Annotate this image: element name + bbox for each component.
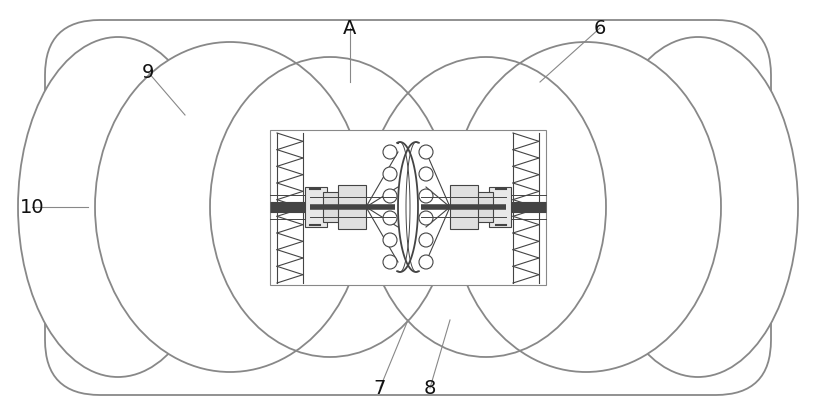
Text: 8: 8 [424,378,437,398]
Bar [305,187,327,227]
Ellipse shape [18,37,218,377]
Ellipse shape [598,37,798,377]
Circle shape [383,189,397,203]
Bar [270,130,546,285]
Circle shape [383,211,397,225]
Text: 6: 6 [594,19,606,37]
Text: 9: 9 [142,63,154,81]
Bar [450,185,478,229]
Text: A: A [344,19,357,37]
Circle shape [419,145,433,159]
Bar [323,192,341,222]
Circle shape [419,167,433,181]
Bar [489,187,511,227]
Circle shape [419,233,433,247]
Circle shape [383,145,397,159]
Bar [475,192,493,222]
Bar [338,185,366,229]
Ellipse shape [451,42,721,372]
Ellipse shape [95,42,365,372]
Text: 7: 7 [374,378,386,398]
Circle shape [419,255,433,269]
Circle shape [383,255,397,269]
FancyBboxPatch shape [45,20,771,395]
Circle shape [383,233,397,247]
Circle shape [383,167,397,181]
Circle shape [419,189,433,203]
Text: 10: 10 [20,198,44,217]
Circle shape [419,211,433,225]
